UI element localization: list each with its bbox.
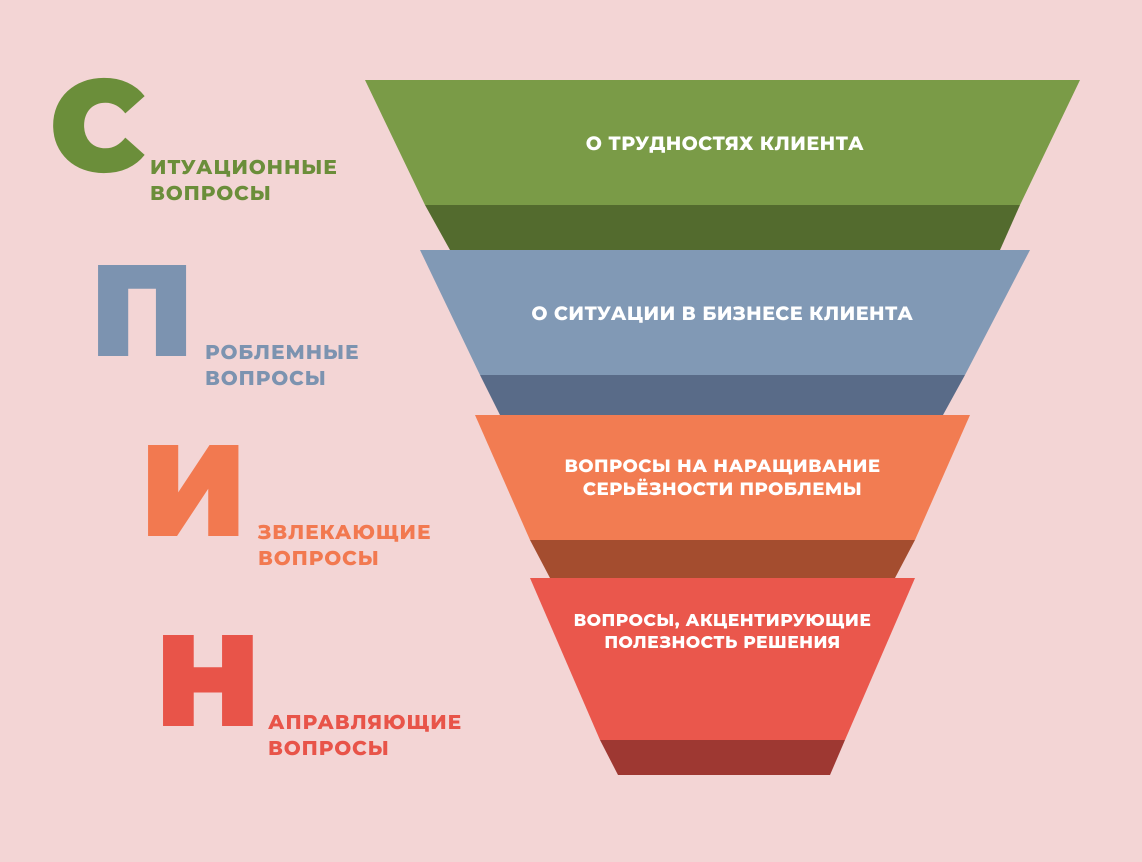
funnel-text-3: ВОПРОСЫ, АКЦЕНТИРУЮЩИЕ ПОЛЕЗНОСТЬ РЕШЕНИ… xyxy=(560,610,885,654)
funnel-text-2: ВОПРОСЫ НА НАРАЩИВАНИЕ СЕРЬЁЗНОСТИ ПРОБЛ… xyxy=(500,455,945,502)
funnel-shadow-3 xyxy=(600,740,845,775)
funnel-shadow-0 xyxy=(425,205,1020,250)
spin-infographic: СИТУАЦИОННЫЕВОПРОСЫПРОБЛЕМНЫЕВОПРОСЫИЗВЛ… xyxy=(0,0,1142,862)
funnel-shadow-2 xyxy=(530,540,915,578)
funnel-shadow-1 xyxy=(480,375,965,415)
funnel-diagram xyxy=(0,0,1142,862)
funnel-text-0: О ТРУДНОСТЯХ КЛИЕНТА xyxy=(500,132,950,157)
funnel-text-1: О СИТУАЦИИ В БИЗНЕСЕ КЛИЕНТА xyxy=(485,302,960,327)
funnel-segment-3 xyxy=(530,578,915,740)
